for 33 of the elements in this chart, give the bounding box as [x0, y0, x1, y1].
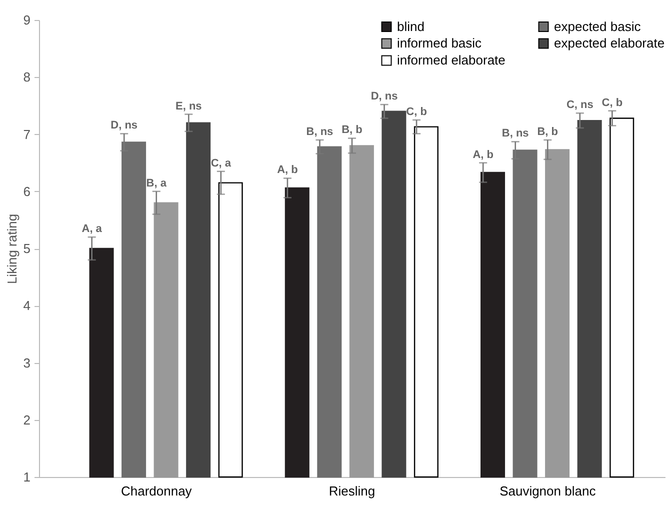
- data-label: C, b: [406, 106, 428, 118]
- y-tick-label: 4: [23, 298, 30, 314]
- legend-label: informed elaborate: [397, 52, 506, 68]
- y-tick-label: 8: [23, 70, 30, 85]
- data-label: B, a: [146, 177, 168, 190]
- y-tick-label: 3: [23, 355, 30, 370]
- y-tick-label: 1: [23, 470, 30, 484]
- data-label: B, b: [342, 124, 363, 136]
- y-tick-label: 7: [23, 126, 30, 142]
- legend-label: informed basic: [397, 36, 482, 50]
- data-label: A, b: [472, 148, 494, 161]
- y-tick-label: 9: [23, 12, 30, 28]
- legend-label: expected elaborate: [554, 36, 665, 50]
- legend-label: expected basic: [554, 18, 642, 34]
- y-tick-label: 5: [23, 241, 30, 256]
- data-label: B, ns: [306, 126, 334, 138]
- x-tick-label: Chardonnay: [120, 484, 192, 498]
- data-label: D, ns: [110, 120, 138, 132]
- data-label: E, ns: [175, 100, 202, 112]
- x-tick-label: Riesling: [328, 484, 376, 498]
- y-axis-title: Liking rating: [4, 214, 20, 284]
- data-label: A, a: [82, 223, 103, 236]
- data-label: B, b: [537, 126, 558, 138]
- data-label: C, b: [602, 96, 623, 109]
- y-tick-label: 6: [23, 184, 30, 199]
- data-label: C, ns: [566, 99, 594, 112]
- legend-label: blind: [397, 18, 424, 34]
- data-label: B, ns: [502, 128, 529, 140]
- data-label: D, ns: [370, 90, 398, 103]
- data-label: A, b: [277, 164, 298, 176]
- x-tick-label: Sauvignon blanc: [500, 484, 596, 498]
- data-label: C, a: [210, 157, 232, 170]
- y-tick-label: 2: [23, 412, 30, 428]
